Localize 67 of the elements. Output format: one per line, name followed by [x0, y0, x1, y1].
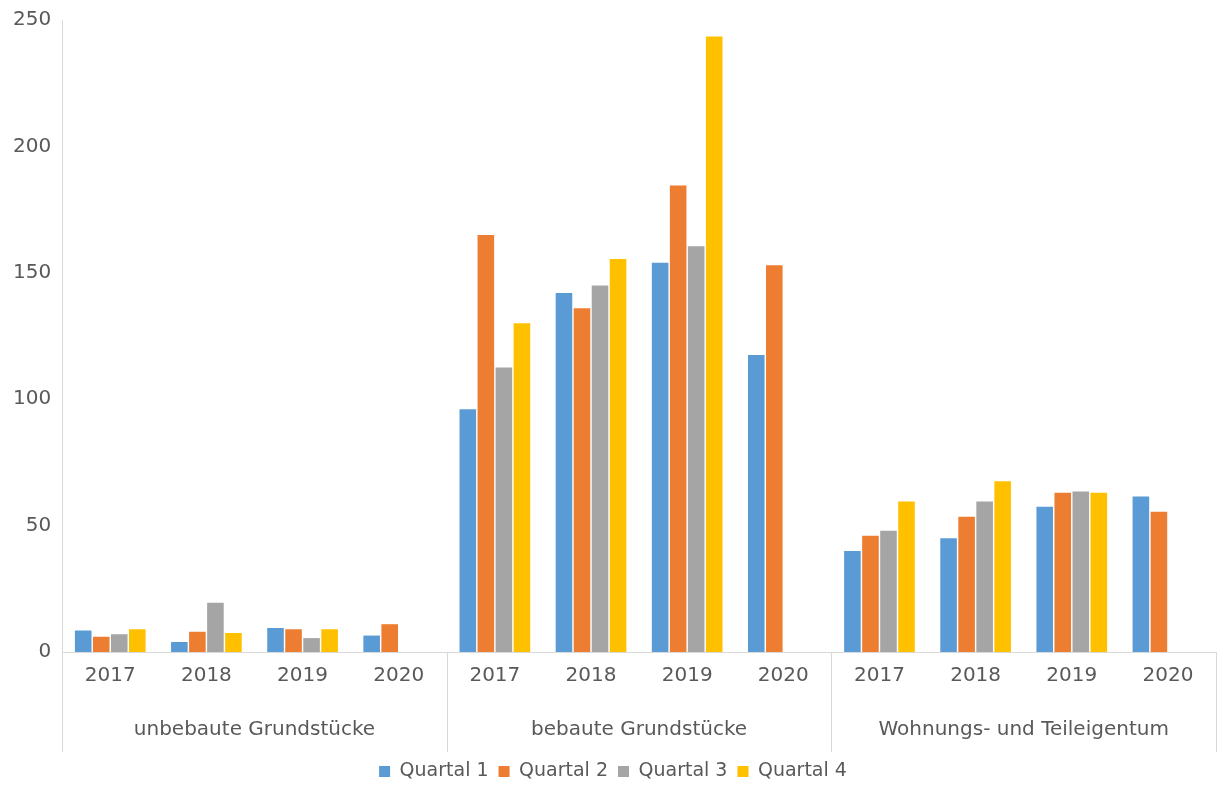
bar: [1150, 511, 1168, 652]
bar: [669, 185, 687, 652]
x-tick-label: 2019: [661, 662, 713, 687]
bar: [705, 36, 723, 652]
bar: [555, 293, 573, 652]
bar: [1072, 491, 1090, 652]
x-tick-label: 2017: [469, 662, 521, 687]
y-tick-label: 0: [38, 638, 52, 663]
bar: [1090, 492, 1108, 652]
x-tick-label: 2020: [373, 662, 425, 687]
text: bebaute Grundstücke: [531, 716, 748, 741]
bar: [189, 631, 206, 652]
y-tick-label: 200: [12, 132, 52, 157]
bar: [844, 550, 861, 652]
bar: [994, 481, 1011, 652]
bar: [609, 258, 627, 652]
x-tick-label: 2020: [757, 662, 809, 687]
x-tick-label: 2018: [950, 662, 1002, 687]
bar: [207, 602, 224, 652]
bar: [1054, 492, 1072, 652]
bar: [321, 629, 338, 652]
x-tick-label: 2019: [1046, 662, 1098, 687]
text: unbebaute Grundstücke: [133, 716, 376, 741]
bar: [267, 627, 284, 652]
bar: [898, 501, 915, 652]
x-tick-label: 2019: [277, 662, 329, 687]
bar: [74, 630, 92, 652]
bar: [940, 538, 957, 652]
x-tick-label: 2017: [854, 662, 905, 687]
bar: [459, 409, 477, 652]
bar: [747, 354, 765, 652]
bar: [958, 516, 975, 652]
bar: [129, 629, 146, 652]
legend-label: Quartal 1: [399, 758, 489, 781]
bar: [225, 633, 242, 652]
y-tick-label: 100: [12, 385, 52, 410]
bar: [477, 234, 495, 652]
x-tick-label: 2018: [180, 662, 232, 687]
y-tick-label: 150: [12, 259, 52, 283]
bar: [92, 636, 110, 652]
legend-label: Quartal 3: [638, 758, 728, 781]
x-tick-label: 2020: [1142, 662, 1194, 687]
text: Wohnungs- und Teileigentum: [878, 716, 1169, 741]
legend-label: Quartal 4: [757, 758, 847, 781]
bar: [513, 323, 531, 652]
bar: [573, 308, 591, 652]
bar: [862, 535, 879, 652]
bar: [880, 530, 897, 652]
bar: [687, 246, 705, 652]
bar: [591, 285, 609, 652]
bar: [285, 629, 302, 652]
legend-label: Quartal 2: [519, 758, 608, 781]
bar: [363, 635, 380, 652]
x-tick-label: 2018: [565, 662, 617, 687]
bar: [1132, 496, 1150, 652]
bar: [171, 641, 188, 652]
bar: [766, 265, 783, 652]
bar: [1036, 506, 1054, 652]
x-tick-label: 2017: [84, 662, 136, 687]
bar: [381, 624, 398, 652]
bar: [651, 262, 669, 652]
bar: [303, 638, 320, 652]
bar: [110, 634, 128, 652]
bar: [976, 501, 993, 652]
bar: [495, 367, 513, 652]
y-tick-label: 50: [25, 511, 52, 536]
y-tick-label: 250: [12, 6, 52, 31]
